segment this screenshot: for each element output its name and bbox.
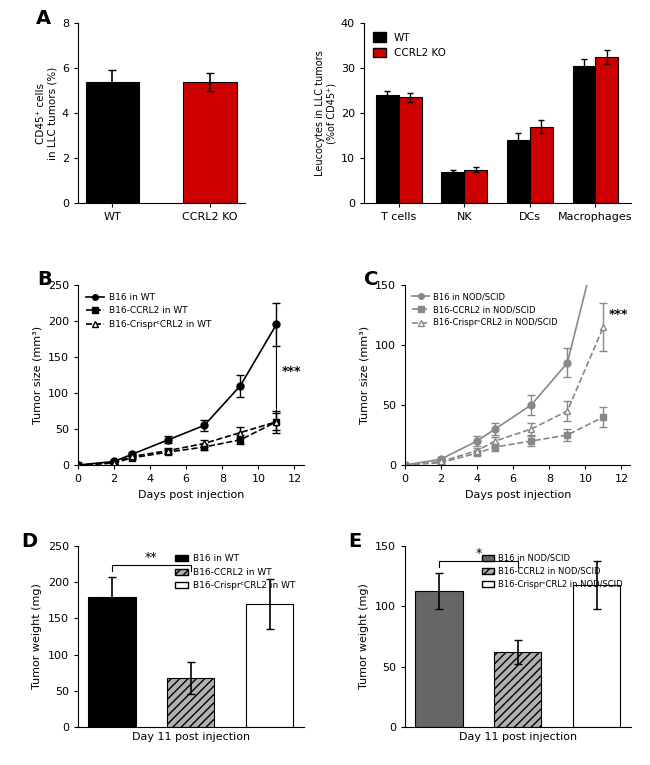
Text: *: * [475,546,482,559]
Y-axis label: Tumor size (mm³): Tumor size (mm³) [32,326,42,424]
Text: C: C [365,270,379,289]
Text: ***: *** [609,308,629,321]
Y-axis label: Leucocytes in LLC tumors
(%of CD45⁺): Leucocytes in LLC tumors (%of CD45⁺) [315,50,337,176]
Text: A: A [36,8,51,28]
Text: D: D [21,532,38,551]
Bar [573,584,620,727]
Bar [376,95,399,203]
Legend: B16 in WT, B16-CCRL2 in WT, B16-CrisprᶜCRL2 in WT: B16 in WT, B16-CCRL2 in WT, B16-CrisprᶜC… [172,551,299,594]
Bar [530,127,553,203]
Bar [494,652,541,727]
X-axis label: Days post injection: Days post injection [138,490,244,500]
Bar [595,57,618,203]
X-axis label: Day 11 post injection: Day 11 post injection [459,732,577,742]
Bar [464,170,488,203]
Bar [415,591,463,727]
X-axis label: Days post injection: Days post injection [465,490,571,500]
Text: **: ** [145,552,157,565]
Bar [167,678,214,727]
Bar [86,82,139,203]
Bar [441,172,464,203]
Bar [507,140,530,203]
Y-axis label: Tumor weight (mg): Tumor weight (mg) [359,584,369,689]
Text: E: E [348,532,362,551]
Y-axis label: Tumor weight (mg): Tumor weight (mg) [32,584,42,689]
Y-axis label: Tumor size (mm³): Tumor size (mm³) [359,326,369,424]
Legend: B16 in NOD/SCID, B16-CCRL2 in NOD/SCID, B16-CrisprᶜCRL2 in NOD/SCID: B16 in NOD/SCID, B16-CCRL2 in NOD/SCID, … [478,551,627,592]
Legend: B16 in WT, B16-CCRL2 in WT, B16-CrisprᶜCRL2 in WT: B16 in WT, B16-CCRL2 in WT, B16-CrisprᶜC… [83,289,214,332]
Legend: WT, CCRL2 KO: WT, CCRL2 KO [369,28,450,62]
Text: B: B [38,270,52,289]
X-axis label: Day 11 post injection: Day 11 post injection [132,732,250,742]
Bar [88,597,136,727]
Bar [573,66,595,203]
Bar [246,604,293,727]
Y-axis label: CD45⁺ cells
in LLC tumors (%): CD45⁺ cells in LLC tumors (%) [36,67,58,160]
Legend: B16 in NOD/SCID, B16-CCRL2 in NOD/SCID, B16-CrisprᶜCRL2 in NOD/SCID: B16 in NOD/SCID, B16-CCRL2 in NOD/SCID, … [409,288,562,330]
Bar [183,82,237,203]
Bar [399,97,422,203]
Text: ***: *** [282,365,302,378]
